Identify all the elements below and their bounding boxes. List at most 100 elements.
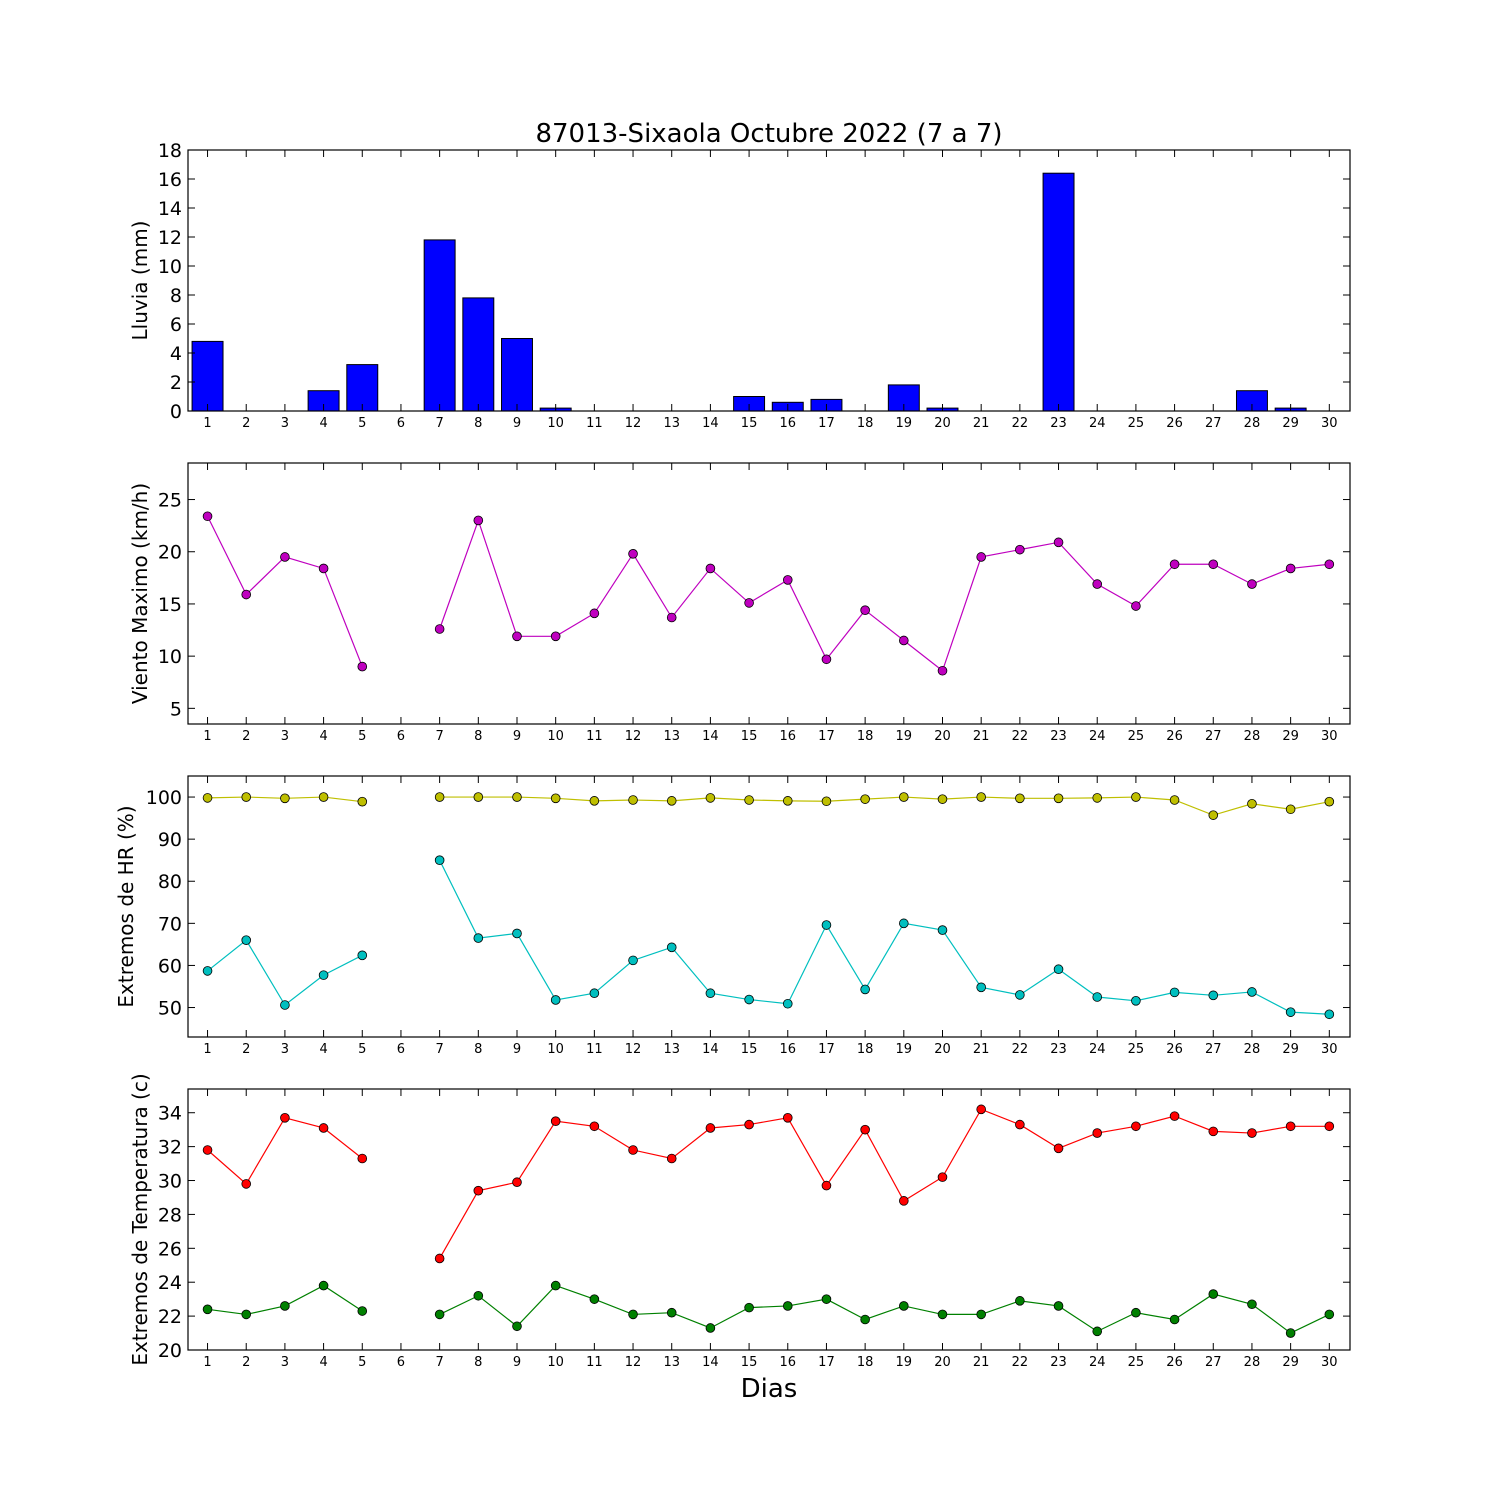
series-1-point-day-14 <box>705 793 716 803</box>
x-tick-label: 10 <box>547 416 564 431</box>
x-tick-label: 13 <box>663 416 680 431</box>
x-tick-label: 18 <box>857 416 874 431</box>
x-tick-label: 2 <box>242 416 250 431</box>
series-1-point-day-21 <box>976 1104 986 1115</box>
series-2-point-day-27 <box>1208 1289 1219 1299</box>
y-tick-label: 60 <box>158 955 182 977</box>
x-tick-label: 22 <box>1012 1355 1029 1370</box>
series-2-point-day-19 <box>899 1301 909 1311</box>
series-2-point-day-7 <box>434 855 445 865</box>
y-axis-label: Extremos de HR (%) <box>114 805 138 1007</box>
series-1-point-day-12 <box>628 795 638 805</box>
series-2-point-day-20 <box>937 1309 948 1320</box>
x-tick-label: 9 <box>513 1355 521 1370</box>
series-1-point-day-16 <box>782 796 793 806</box>
series-2-point-day-10 <box>550 1280 561 1291</box>
series-2-point-day-20 <box>937 925 948 935</box>
series-2-point-day-18 <box>860 984 870 995</box>
series-1-point-day-22 <box>1015 1119 1025 1130</box>
series-1-point-day-20 <box>937 794 948 804</box>
series-2-point-day-11 <box>589 988 600 999</box>
series-1-point-day-30 <box>1324 559 1335 570</box>
series-2-point-day-12 <box>628 1309 638 1320</box>
series-1-point-day-8 <box>473 1185 484 1196</box>
series-1-point-day-29 <box>1285 1121 1296 1132</box>
x-tick-label: 9 <box>513 416 521 431</box>
series-1-point-day-10 <box>550 793 561 804</box>
series-2-point-day-17 <box>821 1294 832 1304</box>
series-1-point-day-25 <box>1131 1121 1141 1132</box>
x-tick-label: 16 <box>779 416 796 431</box>
series-2-point-day-18 <box>860 1314 870 1325</box>
series-2-point-day-27 <box>1208 990 1219 1001</box>
x-tick-label: 1 <box>203 416 211 431</box>
series-1-point-day-29 <box>1285 563 1296 574</box>
y-tick-label: 10 <box>158 256 182 278</box>
x-tick-label: 6 <box>397 729 405 744</box>
x-tick-label: 9 <box>513 729 521 744</box>
series-1-point-day-11 <box>589 1121 600 1132</box>
x-tick-label: 11 <box>586 729 603 744</box>
series-1-point-day-11 <box>589 796 600 806</box>
x-tick-label: 25 <box>1128 729 1145 744</box>
plot-frame <box>187 1088 1351 1351</box>
x-tick-label: 21 <box>973 1355 990 1370</box>
x-tick-label: 2 <box>242 1042 250 1057</box>
series-1-point-day-28 <box>1247 1128 1257 1138</box>
series-2-point-day-28 <box>1247 987 1257 997</box>
series-1-line <box>439 518 1330 672</box>
plot-frame <box>187 775 1351 1038</box>
series-1-point-day-4 <box>318 563 329 574</box>
series-1-point-day-9 <box>512 1177 522 1188</box>
series-1-point-day-25 <box>1131 792 1141 802</box>
series-2-point-day-12 <box>628 955 638 966</box>
series-2-point-day-10 <box>550 995 561 1005</box>
x-tick-label: 4 <box>319 416 327 431</box>
x-tick-label: 4 <box>319 1042 327 1057</box>
series-2-point-day-5 <box>357 950 368 961</box>
x-tick-label: 15 <box>741 416 758 431</box>
y-tick-label: 18 <box>158 140 182 162</box>
series-2-point-day-1 <box>202 966 213 976</box>
series-1-point-day-10 <box>550 1116 561 1126</box>
y-axis-label: Extremos de Temperatura (c) <box>128 1073 152 1365</box>
series-1-point-day-11 <box>589 608 600 619</box>
x-tick-label: 26 <box>1166 1355 1183 1370</box>
y-tick-label: 12 <box>158 227 182 249</box>
x-tick-label: 14 <box>702 1355 719 1370</box>
x-tick-label: 20 <box>934 416 951 431</box>
series-1-point-day-3 <box>280 793 290 804</box>
x-tick-label: 21 <box>973 729 990 744</box>
x-tick-label: 14 <box>702 1042 719 1057</box>
series-1-point-day-17 <box>821 1180 832 1191</box>
series-2-point-day-13 <box>666 1307 677 1318</box>
x-tick-label: 24 <box>1089 416 1106 431</box>
series-1-point-day-9 <box>512 631 522 642</box>
series-1-point-day-26 <box>1169 795 1180 805</box>
series-1-point-day-3 <box>280 552 290 562</box>
plot-frame <box>187 149 1351 412</box>
series-1-point-day-2 <box>241 1179 252 1189</box>
y-tick-label: 5 <box>170 698 182 720</box>
series-1-point-day-27 <box>1208 1126 1219 1137</box>
x-tick-label: 24 <box>1089 729 1106 744</box>
series-1-point-day-2 <box>241 792 252 802</box>
y-tick-label: 20 <box>158 1340 182 1362</box>
x-tick-label: 16 <box>779 1355 796 1370</box>
y-tick-label: 22 <box>158 1306 182 1328</box>
y-tick-label: 70 <box>158 913 182 935</box>
x-tick-label: 14 <box>702 729 719 744</box>
series-1-point-day-14 <box>705 563 716 574</box>
series-1-point-day-17 <box>821 654 832 665</box>
x-tick-label: 27 <box>1205 1042 1222 1057</box>
series-2-point-day-19 <box>899 918 909 929</box>
series-2-point-day-16 <box>782 998 793 1009</box>
x-tick-label: 26 <box>1166 416 1183 431</box>
y-tick-label: 28 <box>158 1204 182 1226</box>
x-tick-label: 6 <box>397 416 405 431</box>
series-1-point-day-8 <box>473 792 484 802</box>
series-1-point-day-7 <box>434 792 445 802</box>
series-1-point-day-16 <box>782 1113 793 1123</box>
x-tick-label: 30 <box>1321 729 1338 744</box>
